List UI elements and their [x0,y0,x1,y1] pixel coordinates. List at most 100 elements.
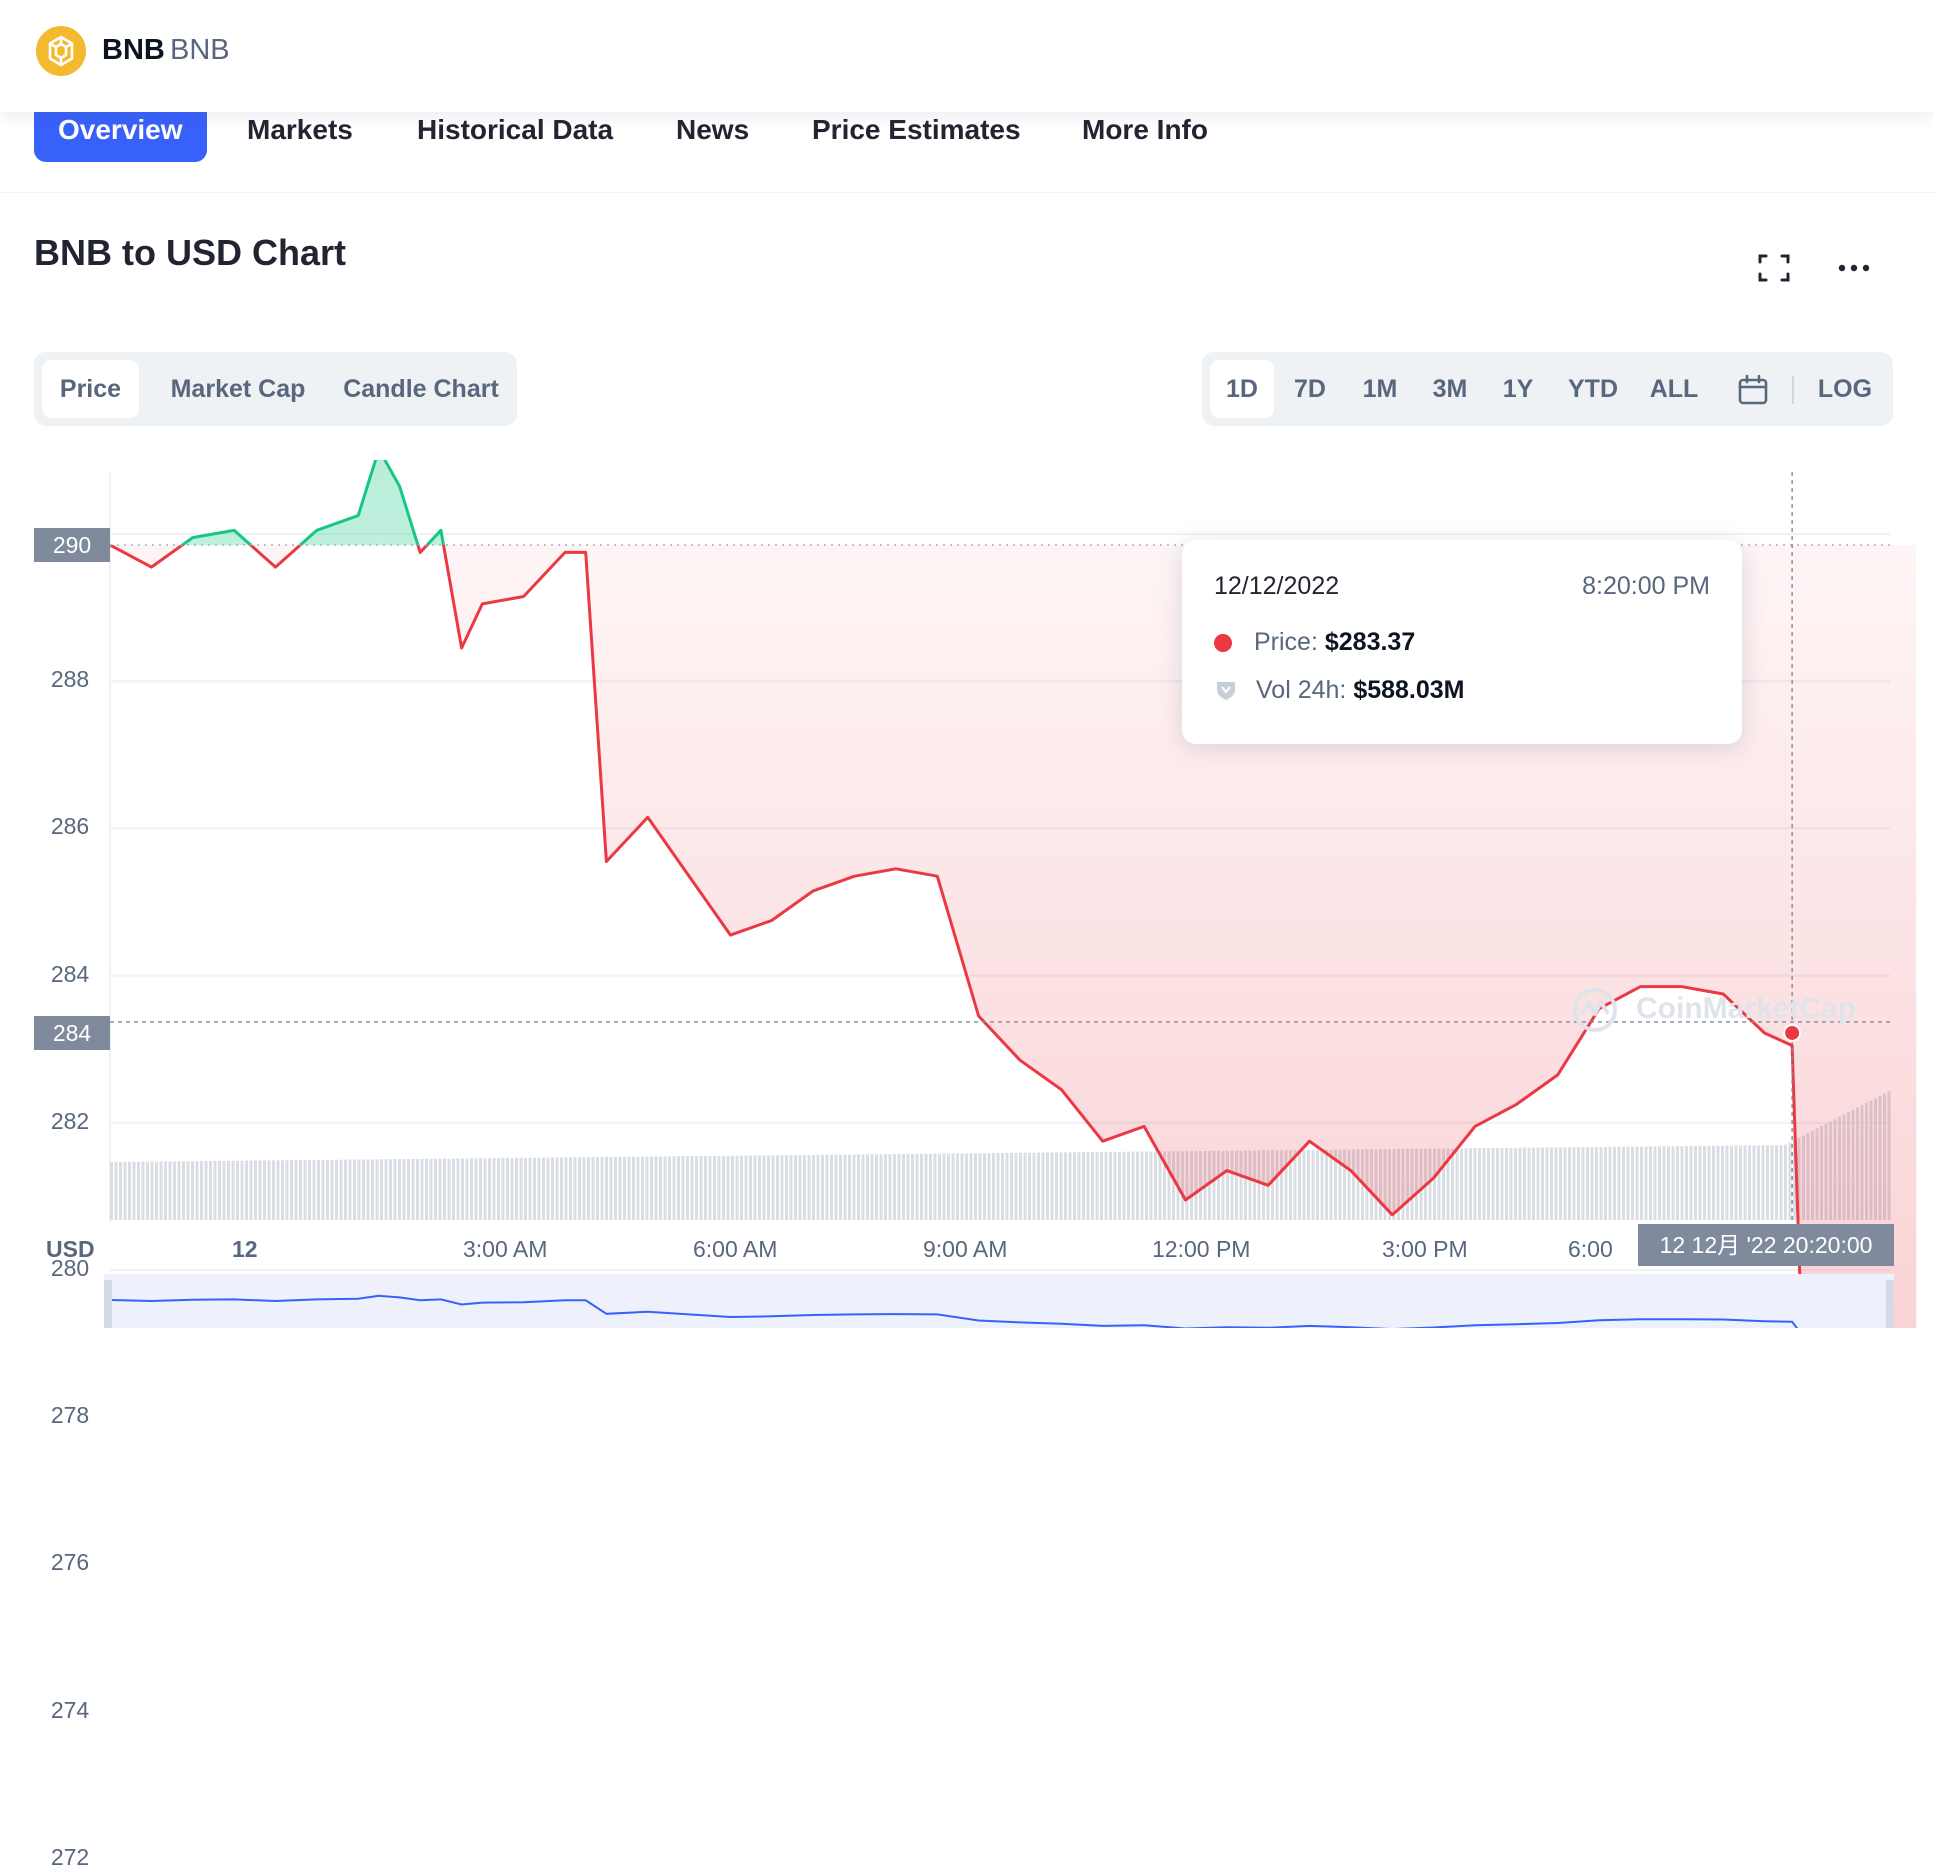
volume-bar [1064,1152,1067,1220]
volume-bar [862,1154,865,1220]
volume-bar [1523,1148,1526,1220]
tooltip-volume-row: Vol 24h: $588.03M [1214,676,1465,705]
volume-bar [754,1155,757,1220]
volume-bar [362,1159,365,1220]
navigator-handle-left[interactable] [104,1280,112,1328]
range-3m[interactable]: 3M [1418,360,1482,418]
crosshair-price-label: 284 [34,1016,110,1050]
volume-bar [812,1155,815,1220]
more-icon[interactable] [1830,246,1878,290]
volume-bar [1028,1153,1031,1220]
volume-bar [349,1160,352,1220]
volume-bar [1118,1152,1121,1220]
log-toggle[interactable]: LOG [1808,360,1882,418]
volume-bar [223,1161,226,1220]
y-tick-label: 284 [40,961,100,988]
volume-bar [1555,1147,1558,1220]
crosshair-time-label: 12 12月 '22 20:20:00 [1638,1224,1894,1266]
volume-bar [880,1154,883,1220]
volume-bar [128,1162,131,1220]
volume-bar [479,1158,482,1220]
range-1d[interactable]: 1D [1210,360,1274,418]
tab-price-estimates[interactable]: Price Estimates [788,112,1045,162]
tab-overview[interactable]: Overview [34,112,207,162]
volume-bar [1604,1147,1607,1220]
tab-more-info[interactable]: More Info [1058,112,1232,162]
volume-bar [439,1159,442,1220]
range-7d[interactable]: 7D [1280,360,1340,418]
volume-bar [1649,1146,1652,1220]
volume-bar [1312,1150,1315,1220]
volume-bar [308,1160,311,1220]
volume-bar [1744,1145,1747,1220]
volume-bar [1735,1146,1738,1220]
volume-bar [745,1156,748,1220]
volume-bar [434,1159,437,1220]
volume-bar [295,1160,298,1220]
volume-bar [1726,1146,1729,1220]
fullscreen-icon[interactable] [1750,246,1798,290]
chart-title: BNB to USD Chart [34,232,346,274]
volume-bar [290,1160,293,1220]
volume-bar [475,1158,478,1220]
volume-bar [1586,1147,1589,1220]
volume-bar [1667,1146,1670,1220]
range-1m[interactable]: 1M [1348,360,1412,418]
volume-bar [925,1154,928,1220]
volume-bar [1325,1150,1328,1220]
volume-bar [835,1155,838,1220]
volume-bar [1114,1152,1117,1220]
volume-bar [1307,1150,1310,1220]
y-tick-label: 276 [40,1549,100,1576]
volume-bar [1010,1153,1013,1220]
range-navigator[interactable] [104,1274,1916,1328]
volume-bar [817,1155,820,1220]
volume-bar [1123,1152,1126,1220]
volume-bar [1600,1147,1603,1220]
volume-bar [1762,1145,1765,1220]
volume-bar [1136,1152,1139,1220]
volume-bar [1532,1148,1535,1220]
range-all[interactable]: ALL [1640,360,1708,418]
volume-bar [218,1161,221,1220]
chart-type-price[interactable]: Price [42,360,139,418]
volume-bar [1699,1146,1702,1220]
volume-bar [173,1161,176,1220]
volume-bar [1546,1147,1549,1220]
volume-bar [866,1154,869,1220]
volume-bar [1564,1147,1567,1220]
tab-historical-data[interactable]: Historical Data [393,112,637,162]
volume-bar [1141,1152,1144,1220]
volume-bar [146,1162,149,1220]
volume-bar [191,1161,194,1220]
volume-bar [1672,1146,1675,1220]
volume-bar [659,1156,662,1220]
volume-bar [520,1158,523,1220]
volume-bar [1519,1148,1522,1220]
navigator-handle-right[interactable] [1886,1280,1894,1328]
volume-bar [1082,1152,1085,1220]
range-1y[interactable]: 1Y [1488,360,1548,418]
volume-bar [884,1154,887,1220]
calendar-icon[interactable] [1735,372,1771,408]
volume-bar [407,1159,410,1220]
volume-bar [443,1159,446,1220]
volume-bar [790,1155,793,1220]
volume-bar [889,1154,892,1220]
volume-bar [1127,1152,1130,1220]
chart-type-market-cap[interactable]: Market Cap [153,360,323,418]
volume-bar [938,1154,941,1220]
volume-bar [119,1162,122,1220]
tab-news[interactable]: News [652,112,773,162]
range-ytd[interactable]: YTD [1554,360,1632,418]
tab-markets[interactable]: Markets [223,112,377,162]
volume-bar [214,1161,217,1220]
volume-bar [1294,1150,1297,1220]
chart-type-candle-chart[interactable]: Candle Chart [331,360,511,418]
volume-bar [749,1156,752,1220]
volume-bar [259,1160,262,1220]
volume-bar [304,1160,307,1220]
volume-bar [542,1158,545,1220]
volume-bar [1753,1145,1756,1220]
volume-bar [943,1154,946,1220]
